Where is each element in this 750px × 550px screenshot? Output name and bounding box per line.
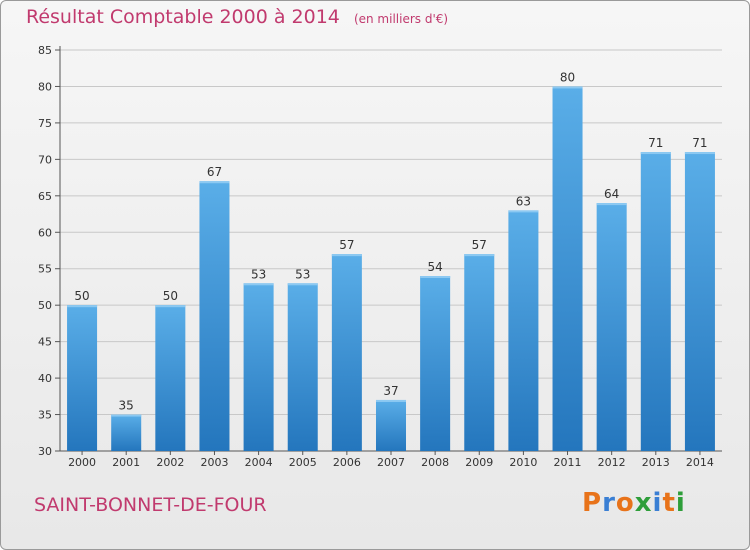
- data-label: 80: [560, 70, 575, 84]
- bar: [111, 414, 142, 451]
- bar-highlight: [596, 203, 627, 206]
- data-label: 35: [119, 399, 134, 413]
- bar-highlight: [552, 86, 583, 89]
- data-label: 57: [472, 238, 487, 252]
- bar-highlight: [420, 276, 451, 279]
- x-tick-label: 2010: [509, 456, 537, 469]
- brand-letter: r: [602, 488, 616, 518]
- bar-highlight: [464, 254, 495, 257]
- x-tick-label: 2003: [200, 456, 228, 469]
- bar-highlight: [111, 414, 142, 417]
- brand-logo[interactable]: Proxiti: [582, 488, 686, 518]
- title-text: Résultat Comptable 2000 à 2014: [26, 6, 340, 28]
- y-tick-label: 55: [38, 263, 52, 276]
- y-tick-label: 40: [38, 372, 52, 385]
- brand-letter: i: [652, 488, 663, 518]
- x-tick-label: 2011: [554, 456, 582, 469]
- y-tick-label: 65: [38, 190, 52, 203]
- y-tick-label: 35: [38, 409, 52, 422]
- bar: [464, 254, 495, 451]
- brand-letter: i: [675, 488, 686, 518]
- bar-highlight: [375, 399, 407, 402]
- bar: [420, 276, 451, 451]
- x-tick-label: 2006: [333, 456, 361, 469]
- bar-highlight: [67, 305, 98, 308]
- data-label: 64: [604, 187, 619, 201]
- x-tick-label: 2002: [156, 456, 184, 469]
- bar: [596, 203, 627, 451]
- data-label: 63: [516, 194, 531, 208]
- data-label: 50: [163, 289, 178, 303]
- data-label: 57: [339, 238, 354, 252]
- data-label: 71: [692, 136, 707, 150]
- brand-letter: o: [615, 488, 635, 518]
- x-tick-label: 2007: [377, 456, 405, 469]
- x-tick-label: 2004: [245, 456, 273, 469]
- bar-highlight: [684, 152, 715, 155]
- data-label: 53: [251, 267, 266, 281]
- y-tick-label: 75: [38, 117, 52, 130]
- x-tick-label: 2012: [598, 456, 626, 469]
- bar: [199, 181, 230, 451]
- bar-highlight: [243, 283, 274, 286]
- x-tick-label: 2001: [112, 456, 140, 469]
- bar: [375, 399, 407, 451]
- y-tick-labels: 30 35 40 45 50 55 60 65 70 75 80 85: [38, 44, 60, 458]
- x-tick-label: 2009: [465, 456, 493, 469]
- y-tick-label: 30: [38, 445, 52, 458]
- bar: [243, 283, 274, 451]
- bar-highlight: [199, 181, 230, 184]
- bar: [67, 305, 98, 451]
- x-tick-label: 2013: [642, 456, 670, 469]
- bar: [552, 86, 583, 452]
- data-label: 37: [383, 384, 398, 398]
- bar: [508, 210, 539, 451]
- bar: [331, 254, 362, 451]
- bar: [640, 152, 671, 451]
- data-label: 67: [207, 165, 222, 179]
- bars: [67, 86, 715, 452]
- bar: [155, 305, 186, 451]
- y-tick-label: 70: [38, 153, 52, 166]
- x-tick-label: 2014: [686, 456, 714, 469]
- bar-highlight: [508, 210, 539, 213]
- bar: [684, 152, 715, 451]
- x-tick-label: 2000: [68, 456, 96, 469]
- bar: [287, 283, 318, 451]
- y-tick-label: 45: [38, 336, 52, 349]
- x-tick-labels: 2000 2001 2002 2003 2004 2005 2006 2007 2008 2009…: [68, 451, 714, 469]
- location-name: SAINT-BONNET-DE-FOUR: [34, 494, 267, 516]
- y-tick-label: 60: [38, 226, 52, 239]
- brand-letter: t: [662, 488, 676, 518]
- y-tick-label: 85: [38, 44, 52, 57]
- data-label: 53: [295, 267, 310, 281]
- data-labels: 50 35 50 67 53 53 57 37 54 57 63 80 64 71 71: [74, 70, 707, 412]
- y-tick-label: 80: [38, 80, 52, 93]
- unit-note: (en milliers d'€): [353, 12, 449, 26]
- bar-highlight: [331, 254, 362, 257]
- x-tick-label: 2005: [289, 456, 317, 469]
- data-label: 71: [648, 136, 663, 150]
- bar-highlight: [287, 283, 318, 286]
- brand-letter: x: [634, 488, 653, 518]
- data-label: 50: [74, 289, 89, 303]
- bar-highlight: [155, 305, 186, 308]
- y-tick-label: 50: [38, 299, 52, 312]
- x-tick-label: 2008: [421, 456, 449, 469]
- bar-highlight: [640, 152, 671, 155]
- data-label: 54: [427, 260, 442, 274]
- chart-title: Résultat Comptable 2000 à 2014 (en milli…: [26, 6, 448, 28]
- brand-letter: P: [582, 488, 603, 518]
